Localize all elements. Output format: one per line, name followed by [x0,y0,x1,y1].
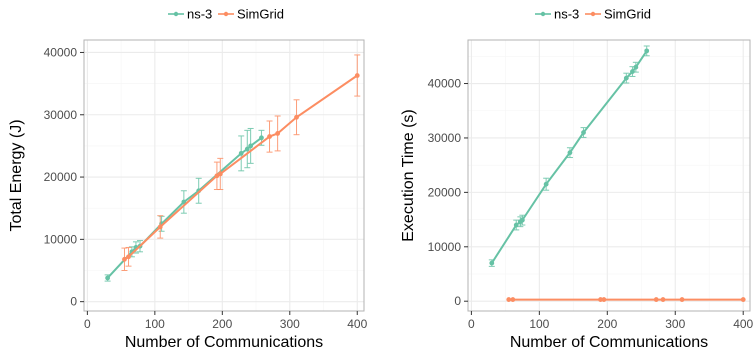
data-point-ns3 [623,75,629,81]
data-point-ns3 [259,135,264,141]
legend-label-simgrid: SimGrid [237,7,284,22]
x-tick-label: 300 [280,317,300,331]
x-tick-label: 400 [733,317,753,331]
time-panel-border [467,39,751,312]
data-point-simgrid [598,297,603,302]
data-point-ns3 [489,260,495,266]
y-tick-label: 40000 [44,45,78,59]
y-tick-label: 0 [454,294,461,308]
x-tick-label: 100 [529,317,549,331]
data-point-ns3 [644,48,650,54]
data-point-ns3 [581,130,586,135]
data-point-ns3 [633,64,639,70]
data-point-simgrid [294,114,299,120]
execution-time-chart: ns-3 SimGrid 0 100 200 300 400 0 10000 20000 300… [400,7,754,352]
data-point-simgrid [506,297,512,302]
y-tick-label: 20000 [428,185,462,199]
time-y-axis-title: Execution Time (s) [400,109,417,241]
energy-x-axis-title: Number of Communications [125,334,323,351]
legend-marker-ns3 [173,11,179,17]
data-point-simgrid [126,254,131,260]
x-tick-label: 200 [212,317,232,331]
data-point-ns3 [244,146,250,152]
data-point-ns3 [238,150,244,156]
energy-legend: ns-3 SimGrid [168,7,284,22]
data-point-simgrid [679,297,685,302]
y-tick-label: 40000 [428,77,462,91]
energy-chart: ns-3 SimGrid 0 100 200 300 400 0 10000 20000 300… [8,7,368,352]
data-point-simgrid [157,224,163,230]
series-line-ns3 [490,50,648,264]
data-point-ns3 [567,150,573,156]
energy-panel-border [83,39,365,312]
data-point-ns3 [513,222,519,228]
energy-ticks: 0 100 200 300 400 0 10000 20000 30000 40000 [44,45,368,331]
data-point-simgrid [217,171,223,177]
y-tick-label: 30000 [428,131,462,145]
time-legend: ns-3 SimGrid [535,7,651,22]
legend-marker-simgrid [590,11,596,17]
data-point-ns3 [181,199,187,205]
y-tick-label: 20000 [44,170,78,184]
time-x-axis-title: Number of Communications [510,334,708,351]
x-tick-label: 400 [347,317,367,331]
y-tick-label: 30000 [44,108,78,122]
time-ticks: 0 100 200 300 400 0 10000 20000 30000 40000 [428,77,754,331]
data-point-simgrid [267,134,272,139]
legend-label-simgrid: SimGrid [604,7,651,22]
legend-marker-simgrid [223,11,229,17]
data-point-simgrid [354,73,360,78]
data-point-simgrid [660,297,666,302]
data-point-ns3 [105,275,111,281]
y-tick-label: 10000 [428,240,462,254]
data-point-simgrid [601,297,607,302]
y-tick-label: 10000 [44,232,78,246]
legend-label-ns3: ns-3 [554,7,579,22]
data-point-simgrid [275,131,281,136]
legend-label-ns3: ns-3 [187,7,212,22]
data-point-ns3 [248,143,254,149]
data-point-simgrid [740,297,746,302]
x-tick-label: 300 [665,317,685,331]
time-grid [468,40,750,311]
data-point-ns3 [519,217,525,223]
time-marks [488,45,746,302]
energy-grid [84,40,364,311]
x-tick-label: 200 [597,317,617,331]
x-tick-label: 0 [84,317,91,331]
energy-marks [104,54,361,282]
data-point-ns3 [630,69,635,74]
x-tick-label: 100 [145,317,165,331]
data-point-ns3 [543,181,549,187]
y-tick-label: 0 [70,295,77,309]
data-point-simgrid [122,256,127,262]
data-point-simgrid [653,297,659,302]
legend-marker-ns3 [540,11,546,17]
x-tick-label: 0 [468,317,475,331]
energy-y-axis-title: Total Energy (J) [8,119,25,231]
data-point-simgrid [510,297,516,302]
